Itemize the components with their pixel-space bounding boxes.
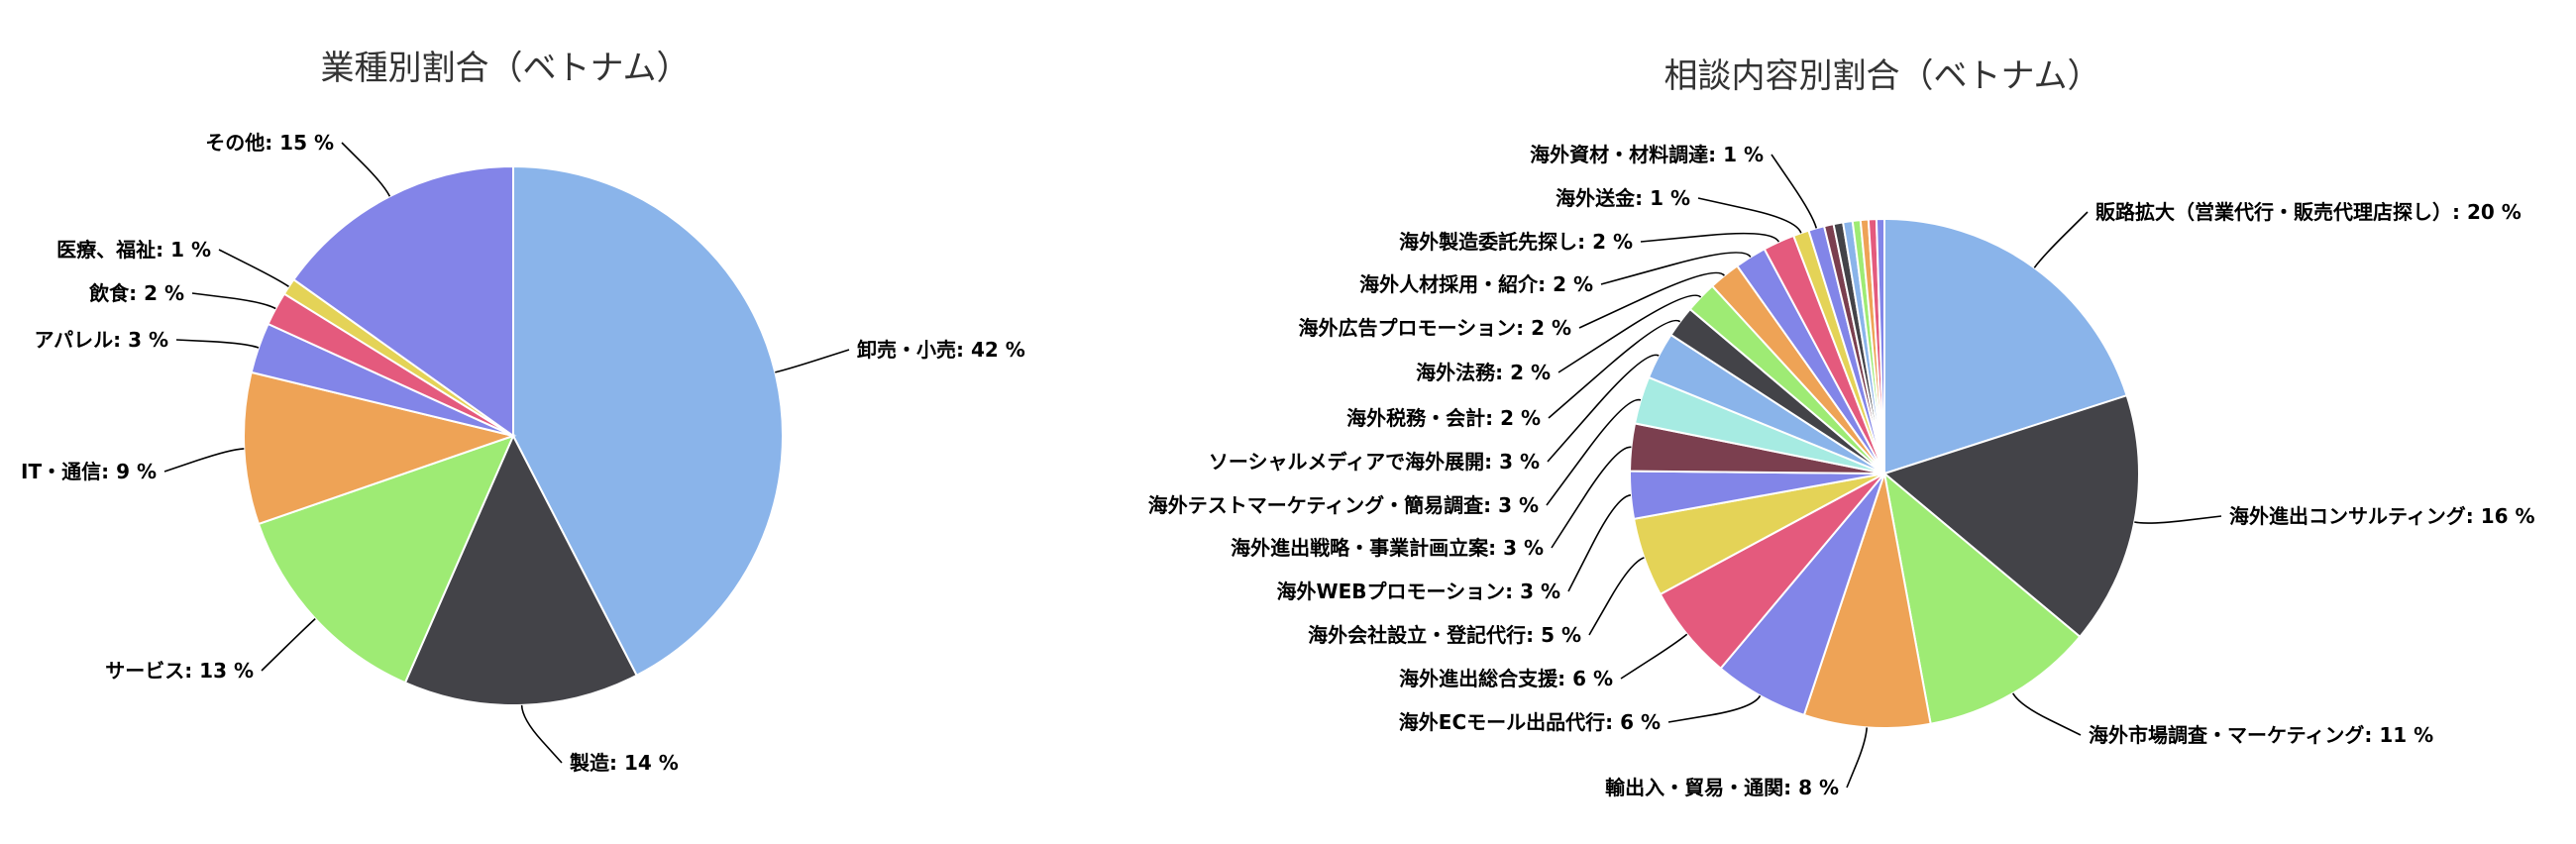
slice-label: 海外テストマーケティング・簡易調査: 3 % (1148, 493, 1539, 517)
slice-label: 海外製造委託先探し: 2 % (1399, 230, 1633, 254)
slice-label: 海外税務・会計: 2 % (1346, 406, 1541, 430)
slice-label: IT・通信: 9 % (21, 460, 157, 483)
pie-slice (243, 370, 517, 526)
leader-line (163, 448, 245, 473)
pie-slice (257, 434, 515, 685)
leader-line (1547, 354, 1660, 463)
pie-slice (1883, 217, 2128, 475)
pie-industry: 卸売・小売: 42 % 製造: 14 % サービス: 13 % IT・通信: 9 % ア… (21, 131, 1025, 775)
pie-slice (1881, 393, 2140, 639)
slice-label: 販路拡大（営業代行・販売代理店探し）: 20 % (2095, 200, 2522, 224)
leader-line (1578, 271, 1726, 329)
slice-label: 海外進出総合支援: 6 % (1399, 667, 1613, 690)
slice-label: 海外市場調査・マーケティング: 11 % (2089, 723, 2433, 747)
leader-line (775, 349, 850, 373)
leader-line (1846, 727, 1868, 789)
slice-label: 輸出入・貿易・通関: 8 % (1605, 776, 1839, 799)
leader-line (2134, 515, 2222, 524)
leader-line (2033, 211, 2089, 268)
leader-line (191, 292, 276, 310)
leader-line (1548, 319, 1681, 419)
slice-label: 海外広告プロモーション: 2 % (1299, 316, 1571, 340)
slice-label: 卸売・小売: 42 % (857, 338, 1025, 362)
leader-line (1588, 557, 1645, 636)
leader-line (1771, 154, 1818, 229)
leader-line (1551, 446, 1632, 549)
leader-line (1697, 197, 1802, 234)
pie-consultation: 販路拡大（営業代行・販売代理店探し）: 20 % 海外進出コンサルティング: 16… (1148, 143, 2535, 799)
slice-label: 海外法務: 2 % (1416, 361, 1551, 384)
slice-label: 海外会社設立・登記代行: 5 % (1308, 623, 1581, 647)
slice-label: 海外ECモール出品代行: 6 % (1399, 710, 1661, 734)
pie-slice (1802, 473, 1932, 729)
leader-line (261, 618, 316, 672)
slice-label: 海外進出コンサルティング: 16 % (2229, 504, 2535, 528)
leader-line (520, 704, 563, 764)
leader-line (341, 142, 391, 197)
leader-line (1567, 494, 1632, 592)
leader-line (1620, 633, 1688, 680)
chart-title-consultation: 相談内容別割合（ベトナム） (1664, 56, 2101, 96)
pie-slice (1875, 217, 1885, 475)
pie-slice (403, 433, 638, 706)
leader-line (2012, 692, 2082, 736)
leader-line (1546, 398, 1642, 506)
leader-line (1667, 694, 1762, 723)
pie-slice (1882, 471, 2082, 725)
slice-label: 海外送金: 1 % (1556, 186, 1690, 210)
slice-label: アパレル: 3 % (35, 328, 168, 352)
slice-label: サービス: 13 % (105, 659, 254, 683)
slice-label: 医療、福祉: 1 % (56, 238, 211, 262)
slice-label: その他: 15 % (205, 131, 334, 155)
pie-slice (512, 164, 784, 678)
slice-label: 飲食: 2 % (88, 281, 184, 305)
slice-label: ソーシャルメディアで海外展開: 3 % (1209, 450, 1540, 474)
leader-line (1640, 232, 1780, 243)
slice-label: 製造: 14 % (570, 751, 679, 775)
pie-slice (292, 164, 514, 438)
slice-label: 海外人材採用・紹介: 2 % (1359, 272, 1593, 296)
leader-line (175, 339, 260, 349)
slice-label: 海外資材・材料調達: 1 % (1530, 143, 1764, 166)
leader-line (218, 249, 289, 287)
slice-label: 海外進出戦略・事業計画立案: 3 % (1231, 536, 1544, 560)
leader-line (1600, 252, 1752, 285)
slice-label: 海外WEBプロモーション: 3 % (1277, 580, 1560, 603)
chart-title-industry: 業種別割合（ベトナム） (321, 49, 691, 88)
leader-line (1557, 294, 1702, 373)
